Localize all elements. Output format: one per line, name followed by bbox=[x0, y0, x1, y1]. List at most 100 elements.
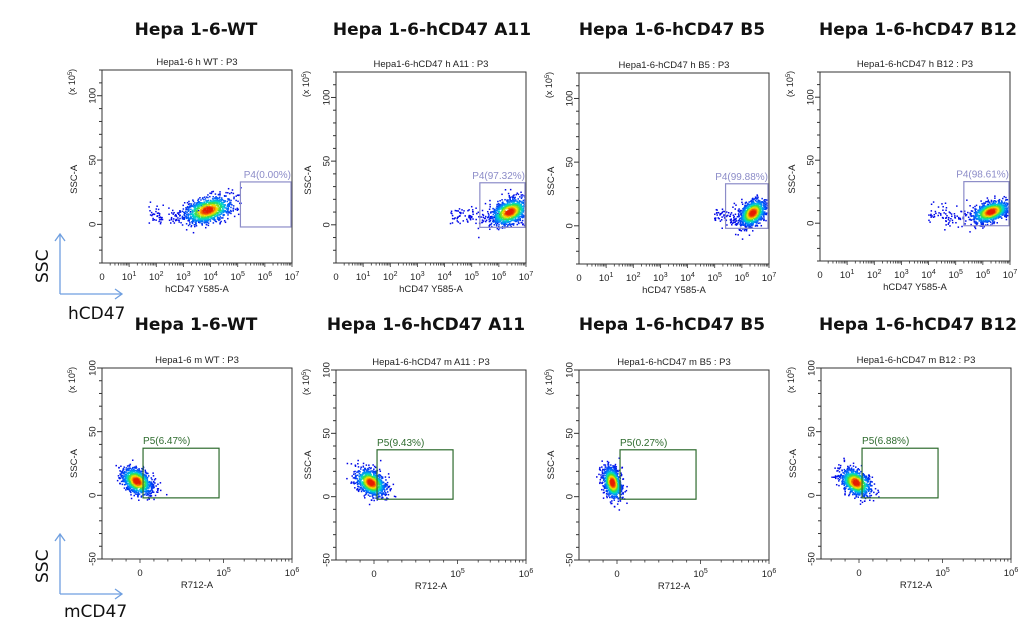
event-dot bbox=[181, 215, 184, 218]
event-dot bbox=[495, 216, 498, 219]
event-dot bbox=[219, 200, 222, 202]
event-dot bbox=[186, 206, 189, 209]
event-dot bbox=[763, 215, 765, 218]
event-dot bbox=[226, 205, 229, 207]
event-dot bbox=[217, 208, 219, 210]
event-dot bbox=[130, 484, 132, 487]
event-dot bbox=[504, 203, 506, 205]
event-dot bbox=[185, 216, 188, 219]
event-dot bbox=[1006, 205, 1008, 207]
event-dot bbox=[983, 213, 985, 216]
event-dot bbox=[949, 225, 951, 227]
event-dot bbox=[983, 225, 985, 228]
event-dot bbox=[974, 208, 976, 210]
event-dot bbox=[197, 219, 199, 221]
event-dot bbox=[200, 210, 203, 212]
event-dot bbox=[191, 205, 193, 208]
event-dot bbox=[733, 216, 735, 219]
y-unit-label: (x 105) bbox=[301, 71, 311, 97]
event-dot bbox=[185, 213, 188, 216]
event-dot bbox=[998, 204, 1000, 206]
event-dot bbox=[156, 491, 159, 494]
event-dot bbox=[210, 213, 212, 216]
event-dot bbox=[227, 212, 230, 214]
event-dot bbox=[186, 205, 189, 208]
event-dot bbox=[205, 221, 207, 223]
event-dot bbox=[227, 203, 230, 205]
event-dot bbox=[982, 205, 985, 207]
event-dot bbox=[757, 196, 759, 199]
event-dot bbox=[490, 223, 492, 226]
event-dot bbox=[138, 490, 140, 492]
event-dot bbox=[733, 221, 735, 224]
event-dot bbox=[123, 487, 126, 489]
event-dot bbox=[987, 199, 990, 201]
event-dot bbox=[501, 227, 504, 229]
event-dot bbox=[189, 206, 192, 208]
event-dot bbox=[750, 203, 753, 205]
plot-subtitle: Hepa1-6-hCD47 h B5 : P3 bbox=[619, 60, 730, 71]
event-dot bbox=[127, 473, 129, 475]
event-dot bbox=[504, 198, 506, 201]
event-dot bbox=[1005, 209, 1007, 211]
event-dot bbox=[504, 221, 506, 223]
event-dot bbox=[949, 212, 952, 214]
event-dot bbox=[498, 206, 500, 209]
event-dot bbox=[505, 220, 507, 223]
event-dot bbox=[1002, 197, 1004, 200]
event-dot bbox=[161, 216, 163, 219]
event-dot bbox=[135, 469, 137, 472]
event-dot bbox=[146, 479, 149, 482]
event-dot bbox=[458, 211, 461, 214]
event-dot bbox=[482, 214, 485, 217]
event-dot bbox=[951, 219, 954, 222]
event-dot bbox=[1003, 206, 1006, 208]
event-dot bbox=[521, 209, 523, 212]
event-dot bbox=[979, 212, 982, 215]
event-dot bbox=[994, 211, 997, 213]
event-dot bbox=[987, 200, 990, 203]
event-dot bbox=[218, 203, 220, 205]
event-dot bbox=[933, 213, 936, 216]
event-dot bbox=[522, 201, 525, 204]
cell-population bbox=[449, 188, 526, 239]
event-dot bbox=[470, 205, 473, 208]
event-dot bbox=[455, 210, 458, 212]
event-dot bbox=[931, 215, 933, 217]
event-dot bbox=[224, 200, 226, 202]
event-dot bbox=[218, 202, 220, 204]
event-dot bbox=[737, 213, 740, 215]
event-dot bbox=[518, 212, 521, 214]
event-dot bbox=[743, 229, 746, 232]
event-dot bbox=[237, 213, 240, 216]
event-dot bbox=[157, 483, 159, 486]
event-dot bbox=[497, 208, 500, 210]
event-dot bbox=[501, 193, 503, 196]
event-dot bbox=[499, 200, 501, 202]
event-dot bbox=[954, 216, 956, 219]
event-dot bbox=[187, 216, 190, 219]
event-dot bbox=[725, 215, 728, 218]
event-dot bbox=[152, 217, 154, 220]
event-dot bbox=[982, 227, 984, 229]
event-dot bbox=[186, 208, 188, 210]
event-dot bbox=[745, 204, 747, 207]
event-dot bbox=[935, 212, 937, 215]
cell-population bbox=[714, 194, 769, 240]
event-dot bbox=[1000, 215, 1002, 218]
event-dot bbox=[489, 228, 491, 231]
event-dot bbox=[207, 222, 210, 224]
event-dot bbox=[507, 209, 509, 212]
event-dot bbox=[207, 215, 209, 218]
event-dot bbox=[1003, 214, 1006, 216]
event-dot bbox=[181, 224, 184, 226]
event-dot bbox=[189, 221, 191, 224]
event-dot bbox=[210, 214, 213, 217]
event-dot bbox=[481, 219, 484, 221]
event-dot bbox=[155, 210, 157, 213]
event-dot bbox=[149, 210, 151, 212]
event-dot bbox=[133, 469, 136, 472]
event-dot bbox=[195, 208, 197, 210]
event-dot bbox=[719, 214, 721, 216]
